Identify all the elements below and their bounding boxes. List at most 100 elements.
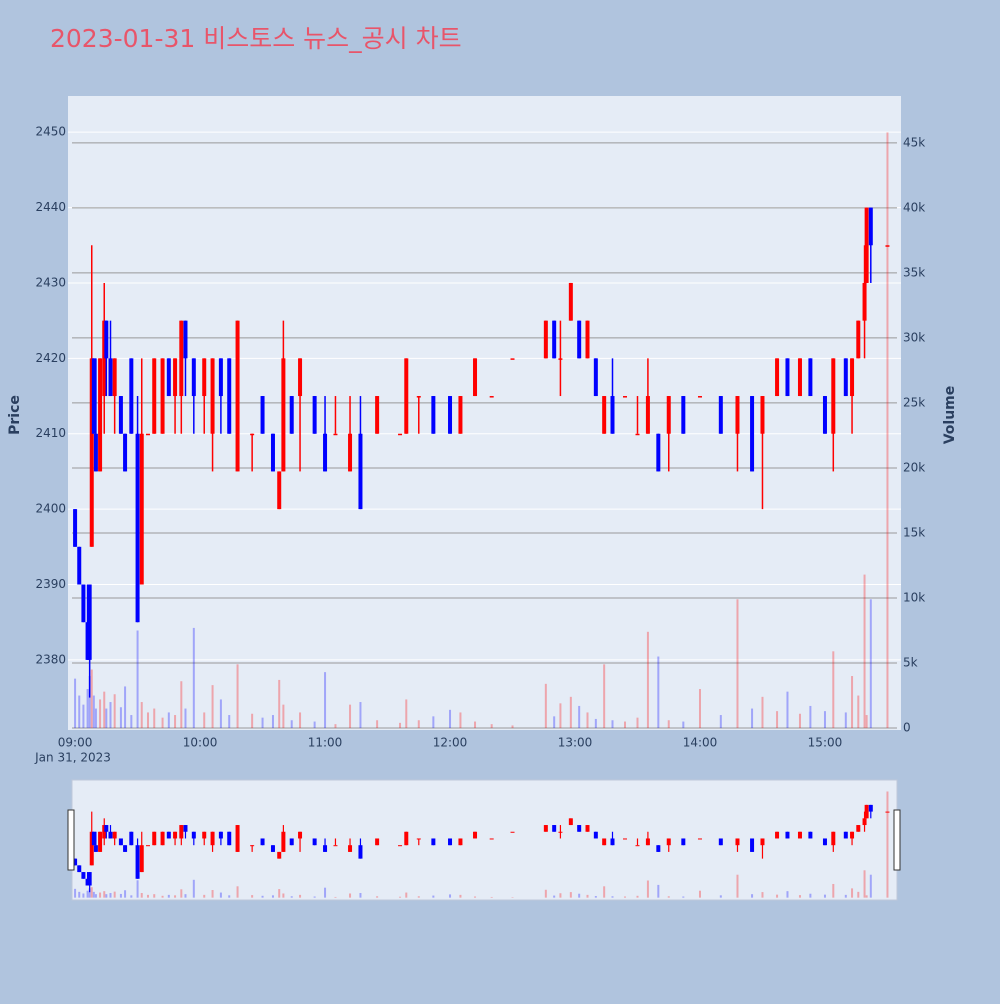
mini-volume-bar: [736, 875, 738, 898]
mini-volume-bar: [668, 896, 670, 897]
candle-body: [750, 396, 754, 471]
y-tick-label: 2390: [35, 577, 66, 591]
mini-volume-bar: [324, 888, 326, 898]
y2-tick-label: 15k: [903, 525, 925, 539]
mini-candle-body: [179, 825, 183, 838]
mini-volume-bar: [845, 895, 847, 898]
volume-bar: [657, 657, 659, 729]
candle-body: [161, 358, 165, 433]
candle-body: [281, 358, 285, 471]
y2-tick-label: 45k: [903, 135, 925, 149]
candle-body: [73, 509, 77, 547]
mini-volume-bar: [95, 894, 97, 897]
mini-candle-body: [348, 845, 352, 852]
volume-bar: [832, 651, 834, 728]
y2-tick-label: 10k: [903, 590, 925, 604]
volume-bar: [699, 689, 701, 728]
range-handle[interactable]: [68, 810, 74, 870]
mini-candle-body: [473, 832, 477, 839]
mini-volume-bar: [761, 892, 763, 898]
candle-body: [602, 396, 606, 434]
volume-bar: [751, 709, 753, 729]
mini-volume-bar: [359, 893, 361, 898]
mini-volume-bar: [886, 791, 888, 897]
mini-candle-body: [417, 838, 421, 839]
candle-body: [458, 396, 462, 434]
mini-candle-body: [869, 805, 873, 812]
volume-bar: [220, 699, 222, 728]
candle-body: [844, 358, 848, 396]
candle-body: [219, 358, 223, 396]
candle-body: [398, 434, 402, 436]
range-slider[interactable]: [72, 780, 897, 900]
mini-candle-body: [602, 838, 606, 845]
volume-bar: [870, 599, 872, 728]
volume-bar: [278, 680, 280, 728]
candle-body: [611, 396, 615, 434]
mini-volume-bar: [299, 895, 301, 898]
mini-volume-bar: [168, 895, 170, 898]
candle-body: [104, 321, 108, 359]
volume-bar: [147, 712, 149, 728]
mini-candle-body: [511, 832, 515, 833]
mini-volume-bar: [864, 870, 866, 897]
volume-bar: [587, 712, 589, 728]
candle-body: [544, 321, 548, 359]
candle-body: [511, 358, 515, 360]
candle-body: [271, 434, 275, 472]
volume-bar: [349, 705, 351, 728]
x-tick-label: 09:00: [58, 736, 93, 750]
candle-body: [431, 396, 435, 434]
volume-bar: [595, 719, 597, 728]
candle-body: [152, 358, 156, 433]
candle-body: [136, 434, 140, 622]
mini-candle-body: [123, 845, 127, 852]
candle-body: [850, 358, 854, 396]
volume-bar: [124, 686, 126, 728]
mini-volume-bar: [376, 896, 378, 897]
candle-body: [375, 396, 379, 434]
y2-tick-label: 25k: [903, 395, 925, 409]
volume-bar: [168, 712, 170, 728]
mini-volume-bar: [114, 892, 116, 898]
candle-body: [448, 396, 452, 434]
volume-bar: [682, 722, 684, 729]
x-tick-label: 11:00: [308, 736, 343, 750]
y-tick-label: 2420: [35, 351, 66, 365]
mini-volume-bar: [870, 875, 872, 898]
candle-body: [831, 358, 835, 433]
candle-body: [202, 358, 206, 396]
mini-candle-body: [856, 825, 860, 832]
mini-candle-body: [667, 838, 671, 845]
mini-volume-bar: [857, 892, 859, 898]
candle-body: [192, 358, 196, 396]
volume-bar: [314, 722, 316, 729]
mini-candle-body: [298, 832, 302, 839]
volume-bar: [553, 716, 555, 728]
mini-candle-body: [152, 832, 156, 845]
volume-bar: [399, 723, 401, 728]
mini-candle-body: [552, 825, 556, 832]
volume-bar: [251, 714, 253, 728]
mini-volume-bar: [570, 892, 572, 898]
candle-body: [146, 434, 150, 436]
volume-bar: [636, 718, 638, 728]
y-axis-title: Price: [7, 395, 23, 435]
mini-volume-bar: [809, 894, 811, 898]
mini-volume-bar: [212, 890, 214, 898]
mini-volume-bar: [228, 895, 230, 897]
candle-body: [77, 547, 81, 585]
candle-body: [656, 434, 660, 472]
mini-candle-body: [88, 872, 92, 885]
volume-bar: [174, 715, 176, 728]
volume-bar: [114, 694, 116, 728]
mini-candle-body: [850, 832, 854, 839]
candle-body: [88, 585, 92, 660]
candle-body: [119, 396, 123, 434]
candle-body: [298, 358, 302, 396]
candle-body: [667, 396, 671, 434]
candle-body: [108, 358, 112, 396]
candle-body: [798, 358, 802, 396]
range-handle[interactable]: [894, 810, 900, 870]
mini-candle-body: [569, 818, 573, 825]
